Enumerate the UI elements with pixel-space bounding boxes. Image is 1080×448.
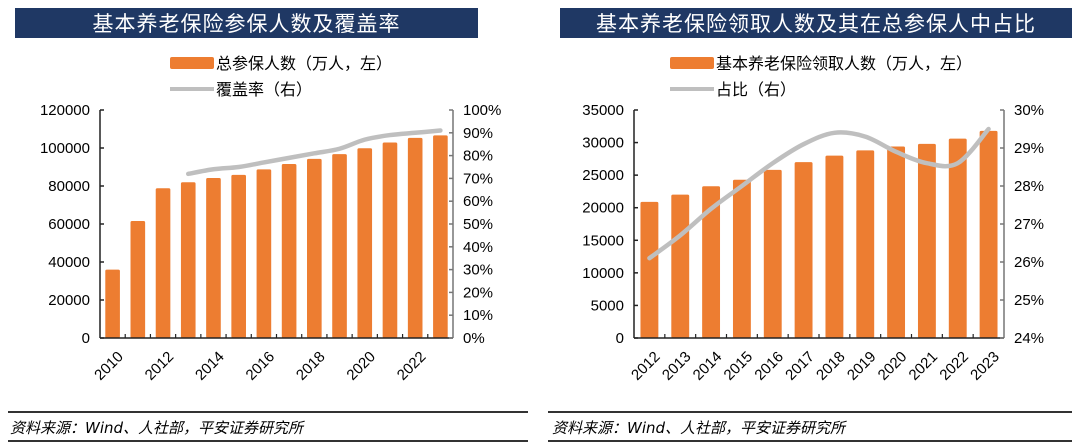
bar-2013: [180, 182, 196, 338]
left-tick-label: 30000: [582, 135, 624, 152]
right-tick-label: 27%: [1014, 216, 1044, 233]
legend-bar-swatch: [670, 57, 714, 69]
source-rule-bottom-right: [548, 440, 1072, 442]
legend-bar-label: 基本养老保险领取人数（万人，左）: [716, 54, 972, 73]
bar-2018: [307, 158, 322, 338]
x-tick-label: 2017: [782, 348, 818, 384]
left-tick-label: 20000: [582, 200, 624, 217]
bar-2014: [702, 186, 721, 338]
x-tick-label: 2020: [875, 348, 911, 384]
bar-2014: [206, 177, 221, 338]
source-rule-top-right: [548, 411, 1072, 413]
chart-2: 基本养老保险领取人数（万人，左） 占比（右） 0 5000 10000 15000 2000…: [582, 54, 1044, 384]
bar-2017: [794, 162, 813, 338]
legend-line-label: 占比（右）: [716, 80, 796, 99]
right-tick-label: 29%: [1014, 140, 1044, 157]
right-tick-label: 24%: [1014, 330, 1044, 347]
bar-2018: [825, 155, 844, 338]
right-tick-label: 20%: [463, 284, 493, 301]
left-tick-label: 60000: [48, 216, 90, 233]
bar-2022: [948, 138, 967, 338]
bar-2022: [407, 137, 423, 338]
legend-bar-label: 总参保人数（万人，左）: [216, 54, 392, 73]
x-tick-label: 2018: [293, 348, 329, 384]
left-tick-label: 0: [616, 330, 624, 347]
left-tick-label: 80000: [48, 178, 90, 195]
source-rule-bottom-left: [8, 440, 528, 442]
bar-2019: [856, 150, 875, 338]
right-tick-label: 28%: [1014, 178, 1044, 195]
left-tick-label: 5000: [591, 297, 624, 314]
left-tick-label: 25000: [582, 167, 624, 184]
right-tick-label: 90%: [463, 125, 493, 142]
x-tick-label: 2014: [192, 348, 228, 384]
x-tick-label: 2012: [142, 348, 178, 384]
series-line: [647, 126, 991, 261]
x-tick-label: 2016: [751, 348, 787, 384]
left-tick-label: 100000: [40, 140, 90, 157]
right-tick-label: 25%: [1014, 292, 1044, 309]
right-tick-label: 70%: [463, 170, 493, 187]
bar-2010: [105, 269, 120, 338]
bar-2016: [763, 169, 782, 338]
chart-1: 总参保人数（万人，左） 覆盖率（右） 0 20000 40000 60000 80000 10…: [40, 54, 501, 384]
right-tick-label: 0%: [463, 330, 485, 347]
legend-line-label: 覆盖率（右）: [216, 80, 312, 99]
right-tick-label: 40%: [463, 239, 493, 256]
source-rule-top-left: [8, 411, 528, 413]
x-tick-label: 2012: [628, 348, 664, 384]
x-tick-label: 2019: [844, 348, 880, 384]
x-tick-label: 2013: [659, 348, 695, 384]
right-tick-label: 50%: [463, 216, 493, 233]
x-tick-label: 2022: [394, 348, 430, 384]
bar-2012: [640, 201, 659, 338]
left-tick-label: 0: [82, 330, 90, 347]
source-note-left: 资料来源：Wind、人社部，平安证券研究所: [10, 419, 304, 437]
bar-2013: [671, 194, 690, 338]
right-tick-label: 60%: [463, 193, 493, 210]
bar-2015: [231, 174, 246, 338]
bar-2023: [433, 135, 448, 338]
bar-2020: [357, 148, 373, 338]
left-tick-label: 120000: [40, 102, 90, 119]
x-tick-label: 2018: [813, 348, 849, 384]
right-tick-label: 30%: [463, 262, 493, 279]
x-tick-label: 2022: [936, 348, 972, 384]
chart-2-title: 基本养老保险领取人数及其在总参保人中占比: [560, 8, 1072, 38]
x-tick-label: 2023: [967, 348, 1003, 384]
left-tick-label: 40000: [48, 254, 90, 271]
right-tick-label: 80%: [463, 148, 493, 165]
x-tick-label: 2016: [243, 348, 279, 384]
legend-bar-swatch: [170, 57, 214, 69]
x-tick-label: 2020: [343, 348, 379, 384]
source-note-right: 资料来源：Wind、人社部，平安证券研究所: [552, 419, 846, 437]
right-tick-label: 100%: [463, 102, 501, 119]
right-tick-label: 30%: [1014, 102, 1044, 119]
left-tick-label: 15000: [582, 232, 624, 249]
x-tick-label: 2021: [906, 348, 942, 384]
bar-2021: [917, 143, 936, 338]
left-tick-label: 10000: [582, 265, 624, 282]
chart-1-title: 基本养老保险参保人数及覆盖率: [15, 8, 478, 38]
bar-2016: [256, 169, 272, 338]
right-tick-label: 26%: [1014, 254, 1044, 271]
bar-2021: [382, 142, 398, 338]
bar-2012: [155, 188, 171, 338]
right-tick-label: 10%: [463, 307, 493, 324]
bar-2019: [332, 154, 347, 338]
left-tick-label: 20000: [48, 292, 90, 309]
x-tick-label: 2014: [690, 348, 726, 384]
bar-2011: [130, 221, 146, 338]
x-tick-label: 2010: [91, 348, 127, 384]
bar-2015: [732, 179, 751, 338]
left-tick-label: 35000: [582, 102, 624, 119]
bar-2020: [887, 146, 906, 338]
bar-2017: [281, 164, 297, 338]
x-tick-label: 2015: [721, 348, 757, 384]
bar-2023: [979, 130, 998, 338]
